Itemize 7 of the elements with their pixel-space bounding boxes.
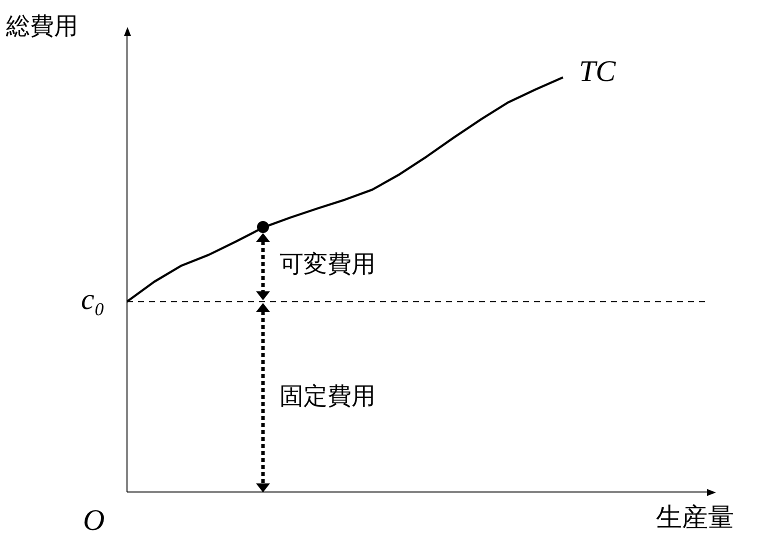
y-axis-title: 総費用 [6, 11, 78, 42]
series-label: TC [579, 55, 616, 90]
x-axis-title: 生産量 [656, 502, 734, 535]
annotation: 固定費用 [279, 380, 376, 412]
annotation: 可変費用 [279, 248, 376, 280]
text: O [83, 504, 105, 538]
ref-line-label: c₀ [81, 282, 105, 317]
